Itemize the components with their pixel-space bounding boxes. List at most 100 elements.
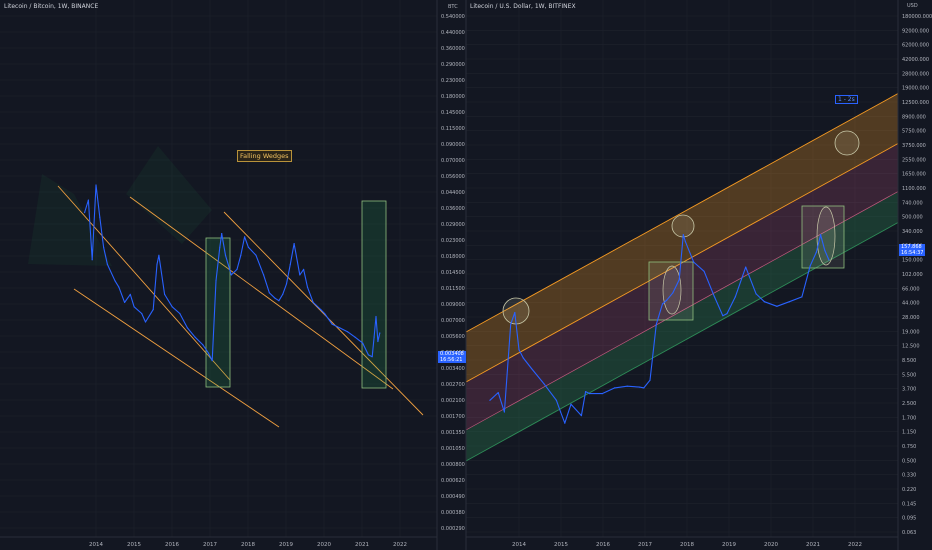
price-tick-label: 0.007000 — [441, 318, 465, 324]
ltc-btc-price-line — [84, 184, 381, 362]
price-tick-label: 102.000 — [902, 272, 923, 278]
ltc-btc-price-line-point — [346, 331, 349, 333]
ltc-btc-price-line-point — [263, 274, 265, 276]
ltc-usd-price-line-point — [555, 399, 558, 401]
right-drawings — [465, 93, 899, 462]
left-last-price-tag: 0.003408 16:56:21 — [438, 351, 466, 363]
price-tick-label: 0.002100 — [441, 398, 465, 404]
price-tick-label: 0.003400 — [441, 366, 465, 372]
ltc-usd-price-line-point — [514, 312, 516, 314]
ltc-btc-price-line-point — [377, 340, 379, 343]
ltc-btc-price-line-point — [84, 211, 86, 214]
ltc-btc-price-line-point — [230, 274, 232, 276]
price-tick-label: 0.145 — [902, 501, 916, 507]
channel-line — [465, 222, 899, 462]
time-tick-label: 2014 — [89, 542, 103, 548]
price-tick-label: 0.001350 — [441, 430, 465, 436]
price-tick-label: 0.002700 — [441, 382, 465, 388]
ltc-btc-price-line-point — [274, 297, 276, 299]
left-time-axis[interactable]: 2014 2015 2016 2017 2018 2019 2020 2021 2022 — [89, 542, 407, 548]
ltc-btc-price-line-point — [194, 336, 196, 338]
price-tick-label: 0.360000 — [441, 46, 465, 52]
ltc-btc-price-line-point — [255, 254, 257, 256]
wedge-trendline — [73, 288, 280, 428]
zoom-annotation-label[interactable]: 1 - 2s — [835, 95, 858, 104]
ltc-usd-price-line-point — [763, 301, 766, 303]
right-last-price-tag: 157.868 16:54:37 — [899, 244, 926, 256]
ltc-usd-price-line-point — [543, 383, 545, 385]
ltc-usd-price-line-point — [530, 367, 533, 370]
ltc-usd-price-line-point — [745, 266, 747, 268]
ltc-btc-price-line-point — [299, 274, 301, 276]
ltc-btc-price-line-point — [312, 301, 314, 303]
ltc-btc-price-line-point — [236, 268, 238, 270]
ltc-btc-price-line-point — [331, 323, 333, 325]
ltc-btc-price-line-point — [375, 315, 377, 318]
breakout-highlight-box — [361, 200, 387, 389]
time-tick-label: 2015 — [554, 542, 568, 548]
price-tick-label: 5750.000 — [902, 129, 926, 135]
ltc-btc-price-line-point — [129, 293, 131, 295]
price-tick-label: 500.000 — [902, 215, 923, 221]
price-tick-label: 19.000 — [902, 329, 920, 335]
left-chart-title: Litecoin / Bitcoin, 1W, BINANCE — [4, 3, 99, 10]
left-series — [84, 184, 381, 362]
price-tick-label: 0.001050 — [441, 446, 465, 452]
ltc-usd-price-line-point — [828, 259, 830, 261]
ltc-usd-price-line-point — [614, 387, 616, 389]
right-time-axis[interactable]: 2014 2015 2016 2017 2018 2019 2020 2021 2022 — [512, 542, 862, 548]
ltc-usd-price-line-point — [643, 387, 645, 389]
ltc-usd-price-line-point — [580, 415, 583, 417]
channel-band-middle — [466, 143, 898, 430]
price-tick-label: 44.000 — [902, 301, 920, 307]
ltc-btc-price-line-point — [221, 233, 223, 235]
wedge-shade-zone — [126, 146, 212, 244]
ltc-btc-price-line-point — [224, 254, 227, 256]
cycle-highlight-box — [648, 261, 694, 321]
ltc-usd-price-line-point — [722, 315, 724, 317]
price-tick-label: 0.011500 — [441, 286, 465, 292]
ltc-btc-price-line-point — [144, 321, 147, 323]
time-tick-label: 2022 — [848, 542, 862, 548]
ltc-btc-price-line-point — [339, 327, 341, 329]
ltc-btc-price-line-point — [207, 352, 209, 354]
left-last-price-countdown: 16:56:21 — [440, 357, 463, 363]
price-tick-label: 0.000620 — [441, 478, 465, 484]
ltc-btc-price-line-point — [211, 360, 213, 362]
left-scale-unit: BTC — [448, 4, 458, 10]
ltc-usd-price-line-point — [788, 301, 791, 303]
cycle-top-circle — [834, 130, 860, 156]
ltc-usd-price-line-point — [503, 411, 505, 413]
ltc-btc-price-line-point — [354, 336, 356, 338]
price-tick-label: 0.000380 — [441, 510, 465, 516]
price-tick-label: 0.290000 — [441, 62, 465, 68]
price-tick-label: 0.095 — [902, 516, 916, 522]
ltc-btc-price-line-point — [324, 312, 326, 315]
ltc-usd-price-line-point — [649, 379, 651, 381]
price-tick-label: 0.063 — [902, 530, 916, 536]
cycle-highlight-box — [801, 205, 845, 269]
price-tick-label: 8.500 — [902, 358, 916, 364]
ltc-usd-price-line-point — [755, 293, 757, 295]
ltc-usd-price-line-point — [684, 241, 687, 243]
ltc-btc-price-line-point — [293, 243, 295, 245]
ltc-btc-price-line-point — [179, 312, 181, 315]
price-tick-label: 66.000 — [902, 286, 920, 292]
ltc-btc-price-line-point — [156, 263, 158, 265]
ltc-btc-price-line-point — [244, 236, 246, 238]
ltc-btc-price-line-point — [95, 184, 97, 186]
ltc-btc-price-line-point — [124, 301, 126, 303]
time-tick-label: 2020 — [764, 542, 778, 548]
price-tick-label: 0.018000 — [441, 254, 465, 260]
ltc-usd-price-line-point — [522, 357, 524, 359]
price-tick-label: 180000.000 — [902, 14, 932, 20]
falling-wedges-label[interactable]: Falling Wedges — [237, 150, 292, 162]
ltc-usd-price-line-point — [626, 385, 628, 387]
ltc-usd-price-line-point — [655, 323, 657, 325]
channel-line — [465, 93, 899, 333]
ltc-usd-price-line-point — [518, 349, 520, 351]
price-tick-label: 28.000 — [902, 315, 920, 321]
ltc-btc-price-line-point — [219, 246, 221, 248]
price-tick-label: 0.330 — [902, 473, 916, 479]
